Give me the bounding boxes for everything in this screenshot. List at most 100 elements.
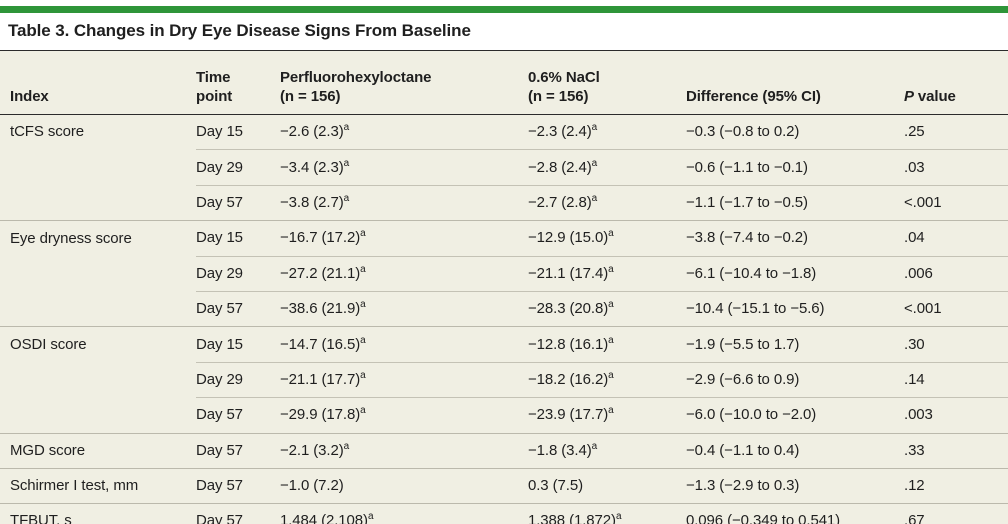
footnote-marker: a — [360, 334, 366, 346]
index-cell: Schirmer I test, mm — [0, 467, 196, 504]
pfho-value-cell: −2.6 (2.3)a — [280, 122, 350, 141]
nacl-value-cell: −2.8 (2.4)a — [528, 149, 686, 186]
table-row: OSDI score Day 15 −14.7 (16.5)a −12.8 (1… — [0, 326, 1008, 363]
difference-cell: 0.096 (−0.349 to 0.541) — [686, 503, 904, 524]
nacl-value-cell: −28.3 (20.8)a — [528, 290, 686, 327]
footnote-marker: a — [608, 299, 614, 311]
difference-cell: −0.6 (−1.1 to −0.1) — [686, 149, 904, 186]
footnote-marker: a — [608, 228, 614, 240]
footnote-marker: a — [608, 369, 614, 381]
table-row: Day 57 −3.8 (2.7)a −2.7 (2.8)a −1.1 (−1.… — [0, 184, 1008, 221]
pfho-value-cell: −21.1 (17.7)a — [280, 361, 528, 398]
pfho-value-cell: 1.484 (2.108)a — [280, 503, 528, 524]
p-value-cell: .30 — [904, 326, 1008, 363]
p-value-cell: .14 — [904, 361, 1008, 398]
accent-bar — [0, 6, 1008, 13]
time-point-cell: Day 29 — [196, 361, 280, 398]
header-row: Index Time point Perfluorohexyloctane (n… — [0, 51, 1008, 115]
table-row: Day 57 −29.9 (17.8)a −23.9 (17.7)a −6.0 … — [0, 397, 1008, 434]
footnote-marker: a — [360, 228, 366, 240]
index-cell: tCFS score — [10, 123, 85, 141]
time-point-cell: Day 29 — [196, 149, 280, 186]
col-header-timepoint: Time point — [196, 51, 280, 115]
time-point-cell: Day 57 — [196, 432, 280, 469]
footnote-marker: a — [343, 192, 350, 204]
pfho-value-cell: −2.1 (3.2)a — [280, 432, 528, 469]
time-point-cell: Day 57 — [196, 467, 280, 504]
pfho-value-cell: −3.4 (2.3)a — [280, 149, 528, 186]
footnote-marker: a — [360, 263, 366, 275]
difference-cell: −3.8 (−7.4 to −0.2) — [686, 220, 904, 257]
difference-cell: −1.3 (−2.9 to 0.3) — [686, 467, 904, 504]
page-title: Table 3. Changes in Dry Eye Disease Sign… — [8, 21, 471, 40]
footnote-marker: a — [608, 263, 614, 275]
index-cell: Eye dryness score — [0, 220, 196, 257]
p-value-cell: <.001 — [904, 290, 1008, 327]
difference-cell: −2.9 (−6.6 to 0.9) — [686, 361, 904, 398]
time-point-cell: Day 57 — [196, 290, 280, 327]
footnote-marker: a — [591, 157, 598, 169]
time-point-cell: Day 57 — [196, 184, 280, 221]
table-wrap: Index Time point Perfluorohexyloctane (n… — [0, 51, 1008, 524]
index-cell: OSDI score — [0, 326, 196, 363]
p-value-cell: .03 — [904, 149, 1008, 186]
table-row: Eye dryness score Day 15 −16.7 (17.2)a −… — [0, 220, 1008, 257]
difference-cell: −6.0 (−10.0 to −2.0) — [686, 397, 904, 434]
difference-cell: −10.4 (−15.1 to −5.6) — [686, 290, 904, 327]
table-row: TFBUT, s Day 57 1.484 (2.108)a 1.388 (1.… — [0, 503, 1008, 524]
difference-cell: −1.1 (−1.7 to −0.5) — [686, 184, 904, 221]
table-row: MGD score Day 57 −2.1 (3.2)a −1.8 (3.4)a… — [0, 432, 1008, 469]
table-title-row: Table 3. Changes in Dry Eye Disease Sign… — [0, 13, 1008, 51]
index-cell — [0, 398, 196, 433]
nacl-value-cell: −1.8 (3.4)a — [528, 432, 686, 469]
nacl-value-cell: −18.2 (16.2)a — [528, 361, 686, 398]
footnote-marker: a — [360, 299, 366, 311]
col-header-index: Index — [0, 51, 196, 115]
difference-cell: −6.1 (−10.4 to −1.8) — [686, 255, 904, 292]
time-point-cell: Day 15 — [196, 220, 280, 257]
col-header-perfluorohexyloctane: Perfluorohexyloctane (n = 156) — [280, 51, 528, 115]
pfho-value-cell: −38.6 (21.9)a — [280, 290, 528, 327]
footnote-marker: a — [591, 122, 598, 134]
table-row: Day 29 −21.1 (17.7)a −18.2 (16.2)a −2.9 … — [0, 361, 1008, 398]
table-row: Day 29 −27.2 (21.1)a −21.1 (17.4)a −6.1 … — [0, 255, 1008, 292]
time-point-cell: Day 15 — [196, 123, 243, 141]
col-header-nacl: 0.6% NaCl (n = 156) — [528, 51, 686, 115]
index-cell — [0, 362, 196, 397]
pfho-value-cell: −16.7 (17.2)a — [280, 220, 528, 257]
nacl-value-cell: −12.9 (15.0)a — [528, 220, 686, 257]
table-row: Day 57 −38.6 (21.9)a −28.3 (20.8)a −10.4… — [0, 290, 1008, 327]
footnote-marker: a — [343, 122, 350, 134]
footnote-marker: a — [360, 369, 366, 381]
pfho-value-cell: −3.8 (2.7)a — [280, 184, 528, 221]
difference-cell: −0.3 (−0.8 to 0.2) — [686, 123, 800, 141]
footnote-marker: a — [343, 157, 350, 169]
difference-cell: −0.4 (−1.1 to 0.4) — [686, 432, 904, 469]
nacl-value-cell: 1.388 (1.872)a — [528, 503, 686, 524]
dry-eye-signs-table: Index Time point Perfluorohexyloctane (n… — [0, 51, 1008, 524]
nacl-value-cell: 0.3 (7.5) — [528, 467, 686, 504]
index-cell — [0, 256, 196, 291]
footnote-marker: a — [343, 440, 350, 452]
p-value-cell: .33 — [904, 432, 1008, 469]
p-value-cell: .006 — [904, 255, 1008, 292]
index-cell: TFBUT, s — [0, 503, 196, 524]
footnote-marker: a — [591, 440, 598, 452]
time-point-cell: Day 15 — [196, 326, 280, 363]
time-point-cell: Day 57 — [196, 397, 280, 434]
footnote-marker: a — [608, 334, 614, 346]
nacl-value-cell: −23.9 (17.7)a — [528, 397, 686, 434]
index-cell — [0, 291, 196, 326]
pfho-value-cell: −29.9 (17.8)a — [280, 397, 528, 434]
index-cell: MGD score — [0, 432, 196, 469]
nacl-value-cell: −2.7 (2.8)a — [528, 184, 686, 221]
index-cell — [0, 150, 196, 185]
pfho-value-cell: −27.2 (21.1)a — [280, 255, 528, 292]
nacl-value-cell: −2.3 (2.4)a — [528, 122, 598, 141]
p-value-cell: .25 — [904, 123, 925, 141]
difference-cell: −1.9 (−5.5 to 1.7) — [686, 326, 904, 363]
nacl-value-cell: −12.8 (16.1)a — [528, 326, 686, 363]
pfho-value-cell: −1.0 (7.2) — [280, 467, 528, 504]
